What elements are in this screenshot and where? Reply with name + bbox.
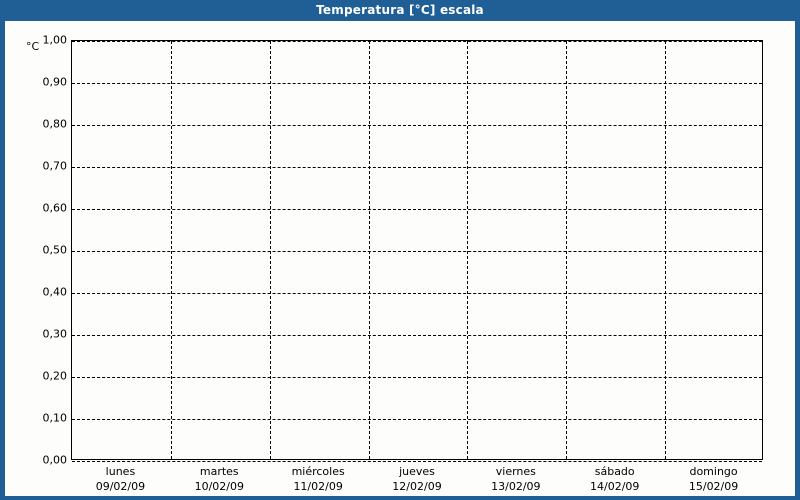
x-axis-tick-date: 14/02/09	[590, 480, 640, 493]
gridline-horizontal	[72, 335, 762, 336]
gridline-vertical	[170, 41, 172, 459]
y-axis-tick-label: 0,00	[42, 453, 68, 467]
x-axis-tick-labels: lunes 09/02/09 martes 10/02/09 miércoles 11/0…	[71, 464, 763, 496]
x-axis-tick-label: jueves 12/02/09	[392, 464, 441, 494]
window-titlebar: Temperatura [°C] escala	[5, 0, 795, 21]
y-axis-tick-label: 0,60	[42, 201, 68, 215]
gridline-horizontal	[72, 209, 762, 210]
gridline-horizontal	[72, 167, 762, 168]
gridline-vertical	[566, 41, 568, 459]
gridline-horizontal	[72, 125, 762, 126]
x-axis-tick-date: 11/02/09	[293, 480, 343, 493]
gridline-vertical	[467, 41, 469, 459]
x-axis-tick-date: 13/02/09	[491, 480, 541, 493]
x-axis-tick-label: lunes 09/02/09	[96, 464, 145, 494]
x-axis-tick-label: viernes 13/02/09	[491, 464, 540, 494]
x-axis-tick-label: domingo 15/02/09	[689, 464, 738, 494]
x-axis-tick-label: sábado 14/02/09	[590, 464, 639, 494]
x-axis-tick-day: domingo	[689, 465, 738, 478]
x-axis-tick-day: miércoles	[291, 465, 345, 478]
y-axis-tick-label: 0,50	[42, 243, 68, 257]
plot-area	[71, 40, 763, 462]
y-axis-tick-label: 0,30	[42, 327, 68, 341]
x-axis-tick-day: lunes	[105, 465, 136, 478]
y-axis-tick-label: 0,80	[42, 117, 68, 131]
y-axis-tick-label: 0,20	[42, 369, 68, 383]
gridline-vertical	[665, 41, 667, 459]
x-axis-tick-label: miércoles 11/02/09	[292, 464, 345, 494]
gridline-horizontal	[72, 377, 762, 378]
gridline-horizontal	[72, 41, 762, 42]
y-axis-unit-label: °C	[26, 40, 40, 53]
gridline-vertical	[368, 41, 370, 459]
x-axis-tick-day: martes	[199, 465, 239, 478]
x-axis-tick-day: jueves	[399, 465, 435, 478]
x-axis-tick-day: viernes	[495, 465, 536, 478]
y-axis-tick-label: 0,90	[42, 75, 68, 89]
gridline-horizontal	[72, 461, 762, 462]
x-axis-tick-date: 12/02/09	[392, 480, 442, 493]
gridline-horizontal	[72, 83, 762, 84]
y-axis-tick-label: 0,40	[42, 285, 68, 299]
chart-surface: °C 1,00 0,90 0,80 0,70 0,60 0,50 0,40 0,30 0,20 0…	[5, 21, 795, 496]
gridline-horizontal	[72, 251, 762, 252]
x-axis-tick-date: 10/02/09	[194, 480, 244, 493]
x-axis-tick-date: 09/02/09	[95, 480, 146, 493]
gridline-horizontal	[72, 419, 762, 420]
y-axis-tick-labels: 1,00 0,90 0,80 0,70 0,60 0,50 0,40 0,30 0,20 0,10…	[21, 34, 68, 467]
y-axis-tick-label: 0,10	[42, 411, 68, 425]
gridline-vertical	[269, 41, 271, 459]
gridline-horizontal	[72, 293, 762, 294]
x-axis-tick-day: sábado	[594, 465, 635, 478]
y-axis-tick-label: 1,00	[42, 33, 68, 47]
x-axis-tick-label: martes 10/02/09	[195, 464, 244, 494]
page-title: Temperatura [°C] escala	[316, 3, 484, 17]
x-axis-tick-date: 15/02/09	[688, 480, 739, 493]
y-axis-tick-label: 0,70	[42, 159, 68, 173]
